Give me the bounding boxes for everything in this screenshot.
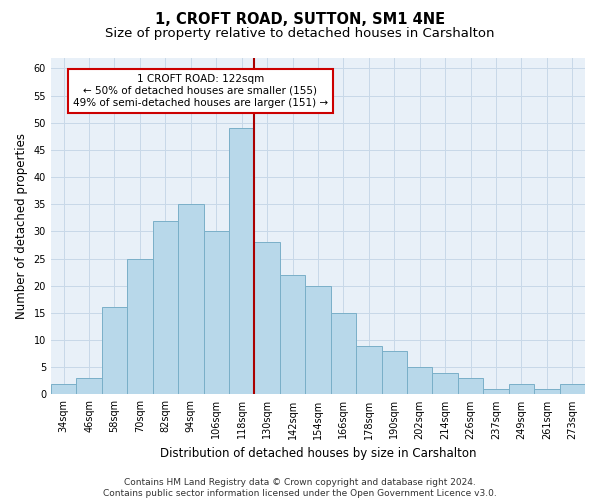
Text: Size of property relative to detached houses in Carshalton: Size of property relative to detached ho… bbox=[105, 28, 495, 40]
Bar bbox=[331, 313, 356, 394]
X-axis label: Distribution of detached houses by size in Carshalton: Distribution of detached houses by size … bbox=[160, 447, 476, 460]
Bar bbox=[458, 378, 483, 394]
Bar bbox=[509, 384, 534, 394]
Bar bbox=[127, 258, 152, 394]
Text: 1 CROFT ROAD: 122sqm
← 50% of detached houses are smaller (155)
49% of semi-deta: 1 CROFT ROAD: 122sqm ← 50% of detached h… bbox=[73, 74, 328, 108]
Bar bbox=[178, 204, 203, 394]
Bar bbox=[51, 384, 76, 394]
Bar bbox=[203, 232, 229, 394]
Bar bbox=[560, 384, 585, 394]
Text: Contains HM Land Registry data © Crown copyright and database right 2024.
Contai: Contains HM Land Registry data © Crown c… bbox=[103, 478, 497, 498]
Bar bbox=[102, 308, 127, 394]
Bar bbox=[305, 286, 331, 395]
Text: 1, CROFT ROAD, SUTTON, SM1 4NE: 1, CROFT ROAD, SUTTON, SM1 4NE bbox=[155, 12, 445, 28]
Bar bbox=[152, 220, 178, 394]
Bar bbox=[76, 378, 102, 394]
Bar bbox=[407, 368, 433, 394]
Bar bbox=[433, 372, 458, 394]
Y-axis label: Number of detached properties: Number of detached properties bbox=[15, 133, 28, 319]
Bar bbox=[280, 275, 305, 394]
Bar bbox=[254, 242, 280, 394]
Bar bbox=[534, 389, 560, 394]
Bar bbox=[356, 346, 382, 395]
Bar bbox=[382, 351, 407, 395]
Bar bbox=[483, 389, 509, 394]
Bar bbox=[229, 128, 254, 394]
